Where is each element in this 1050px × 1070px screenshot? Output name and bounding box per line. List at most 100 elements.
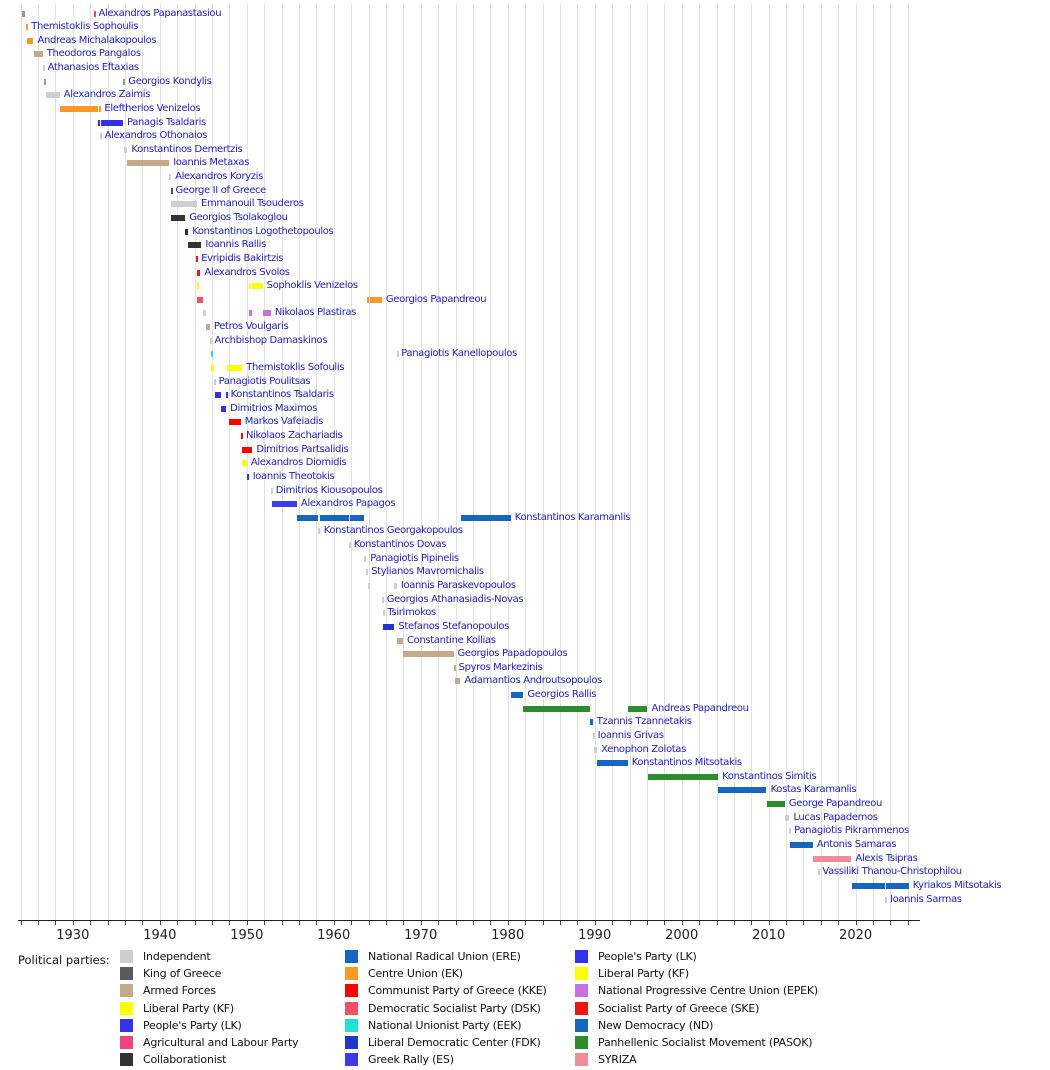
person-name-label[interactable]: Georgios Papadopoulos — [457, 648, 568, 660]
person-name-label[interactable]: Konstantinos Georgakopoulos — [323, 525, 463, 537]
person-name-label[interactable]: Alexis Tsipras — [855, 852, 918, 864]
person-name-label[interactable]: Kostas Karamanlis — [770, 784, 857, 796]
legend-color-swatch — [575, 1018, 588, 1032]
year-gridline — [281, 4, 283, 920]
person-name-label[interactable]: Andreas Michalakopoulos — [37, 34, 157, 46]
person-name-label[interactable]: Alexandros Svolos — [204, 266, 290, 278]
person-name-label[interactable]: Stylianos Mavromichalis — [371, 566, 484, 578]
person-name-label[interactable]: Dimitrios Maximos — [230, 402, 317, 414]
person-name-label[interactable]: Sophoklis Venizelos — [266, 280, 359, 292]
person-name-label[interactable]: Emmanouil Tsouderos — [201, 198, 304, 210]
person-name-label[interactable]: Themistoklis Sofoulis — [246, 361, 345, 373]
year-gridline — [855, 4, 857, 920]
term-bar — [784, 814, 790, 821]
person-name-label[interactable]: Archbishop Damaskinos — [214, 334, 328, 346]
person-name-label[interactable]: Ioannis Sarmas — [890, 893, 962, 905]
axis-tick — [768, 921, 770, 925]
person-name-label[interactable]: George II of Greece — [175, 184, 267, 196]
person-name-label[interactable]: Tzannis Tzannetakis — [596, 716, 692, 728]
axis-tick — [281, 921, 283, 925]
person-name-label[interactable]: Ioannis Grivas — [597, 729, 664, 741]
person-name-label[interactable]: Ioannis Rallis — [205, 239, 266, 251]
legend-item-label: Socialist Party of Greece (SKE) — [598, 1001, 760, 1015]
person-name-label[interactable]: Spyros Markezinis — [458, 661, 543, 673]
person-name-label[interactable]: Constantine Kollias — [407, 634, 496, 646]
term-bar — [100, 133, 103, 140]
person-name-label[interactable]: Eleftherios Venizelos — [104, 102, 201, 114]
axis-tick — [629, 921, 631, 925]
term-bar — [124, 146, 128, 153]
term-bar — [460, 514, 511, 521]
legend-item: Communist Party of Greece (KKE) — [345, 982, 547, 999]
year-gridline — [316, 4, 318, 920]
person-name-label[interactable]: Panagiotis Poulitsas — [218, 375, 311, 387]
axis-tick — [246, 921, 248, 925]
person-name-label[interactable]: Themistoklis Sophoulis — [31, 21, 139, 33]
term-bar — [812, 855, 818, 862]
legend-color-swatch — [575, 950, 588, 964]
term-bar — [627, 705, 648, 712]
person-name-label[interactable]: Dimitrios Kiousopoulos — [275, 484, 383, 496]
person-name-label[interactable]: George Papandreou — [788, 798, 882, 809]
person-name-label[interactable]: Konstantinos Simitis — [722, 770, 817, 782]
person-name-label[interactable]: Ioannis Paraskevopoulos — [400, 580, 516, 591]
term-bar — [93, 10, 96, 17]
person-name-label[interactable]: Adamantios Androutsopoulos — [464, 675, 603, 687]
person-name-label[interactable]: Panagiotis Pipinelis — [370, 552, 459, 564]
person-name-label[interactable]: Petros Voulgaris — [213, 321, 289, 332]
person-name-label[interactable]: Panagis Tsaldaris — [127, 116, 206, 128]
person-name-label[interactable]: Theodoros Pangalos — [46, 48, 141, 60]
person-name-label[interactable]: Xenophon Zolotas — [601, 743, 686, 755]
person-name-label[interactable]: Konstantinos Demertzis — [131, 143, 243, 155]
term-bar — [403, 651, 454, 658]
person-name-label[interactable]: Alexandros Papanastasiou — [98, 7, 222, 19]
person-name-label[interactable]: Stefanos Stefanopoulos — [398, 620, 510, 632]
person-name-label[interactable]: Konstantinos Tsaldaris — [230, 389, 334, 401]
person-name-label[interactable]: Konstantinos Logothetopoulos — [192, 225, 334, 237]
legend-color-swatch — [120, 1018, 133, 1032]
person-name-label[interactable]: Vassiliki Thanou-Christophilou — [822, 866, 962, 878]
person-name-label[interactable]: Evripidis Bakirtzis — [201, 252, 284, 264]
person-name-label[interactable]: Georgios Tsolakoglou — [189, 212, 288, 223]
person-name-label[interactable]: Konstantinos Karamanlis — [514, 511, 631, 523]
person-name-label[interactable]: Georgios Athanasiadis-Novas — [386, 593, 524, 605]
person-name-label[interactable]: Alexandros Othonaios — [104, 130, 208, 142]
person-name-label[interactable]: Tsirimokos — [387, 607, 436, 619]
person-name-label[interactable]: Panagiotis Kanellopoulos — [401, 348, 517, 360]
person-name-label[interactable]: Athanasios Eftaxias — [47, 62, 139, 73]
year-gridline — [20, 4, 22, 920]
person-name-label[interactable]: Ioannis Theotokis — [252, 470, 335, 482]
legend-item-label: National Radical Union (ERE) — [368, 950, 521, 964]
person-name-label[interactable]: Markos Vafeiadis — [244, 416, 324, 428]
legend-item: National Progressive Centre Union (EPEK) — [575, 982, 818, 999]
person-name-label[interactable]: Kyriakos Mitsotakis — [912, 879, 1002, 891]
legend-item-label: New Democracy (ND) — [598, 1018, 714, 1032]
year-gridline — [751, 4, 753, 920]
person-name-label[interactable]: Nikolaos Zachariadis — [246, 430, 343, 441]
term-bar — [188, 242, 202, 249]
person-name-label[interactable]: Ioannis Metaxas — [173, 157, 250, 169]
axis-tick — [159, 921, 161, 925]
person-name-label[interactable]: Konstantinos Dovas — [353, 539, 447, 551]
person-name-label[interactable]: Antonis Samaras — [816, 838, 897, 850]
person-name-label[interactable]: Dimitrios Partsalidis — [256, 443, 349, 455]
term-bar — [592, 732, 595, 739]
person-name-label[interactable]: Panagiotis Pikrammenos — [794, 825, 909, 837]
person-name-label[interactable]: Alexandros Papagos — [300, 498, 396, 510]
person-name-label[interactable]: Alexandros Zaimis — [63, 89, 151, 101]
term-bar — [382, 610, 385, 617]
person-name-label[interactable]: Nikolaos Plastiras — [274, 307, 357, 319]
term-bar — [197, 296, 204, 303]
person-name-label[interactable]: Alexandros Diomidis — [250, 457, 347, 469]
person-name-label[interactable]: Georgios Rallis — [527, 689, 597, 700]
legend-item: Socialist Party of Greece (SKE) — [575, 1000, 818, 1017]
person-name-label[interactable]: Konstantinos Mitsotakis — [631, 757, 742, 769]
person-name-label[interactable]: Andreas Papandreou — [651, 702, 750, 714]
person-name-label[interactable]: Alexandros Koryzis — [175, 171, 263, 183]
person-name-label[interactable]: Lucas Papademos — [793, 811, 878, 823]
person-name-label[interactable]: Georgios Papandreou — [385, 293, 487, 305]
term-bar — [297, 514, 318, 521]
axis-tick — [838, 921, 840, 925]
person-name-label[interactable]: Georgios Kondylis — [128, 75, 212, 87]
legend-item: Collaborationist — [120, 1051, 298, 1068]
